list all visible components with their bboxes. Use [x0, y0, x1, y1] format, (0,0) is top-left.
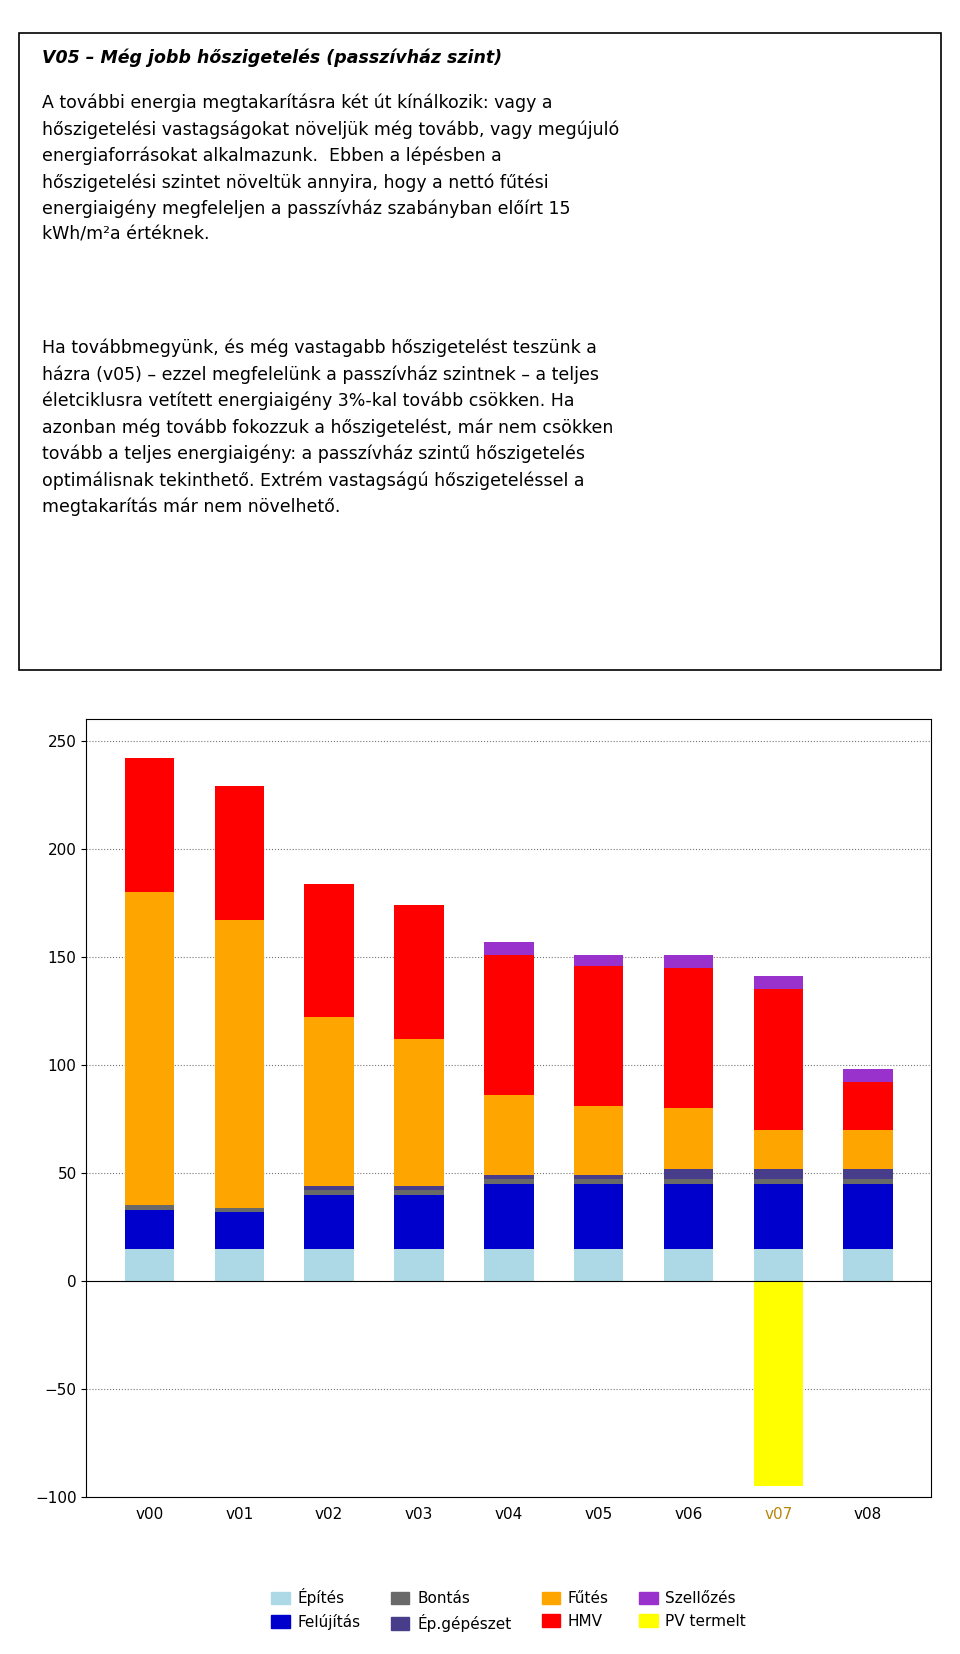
- Bar: [663, 968, 713, 1108]
- Bar: [484, 1184, 534, 1249]
- Bar: [484, 1174, 534, 1179]
- Bar: [663, 1249, 713, 1280]
- Bar: [574, 966, 623, 1107]
- Legend: Építés, Felújítás, Bontás, Ép.gépészet, Fűtés, HMV, Szellőzés, PV termelt: Építés, Felújítás, Bontás, Ép.gépészet, …: [265, 1583, 753, 1637]
- Bar: [844, 1169, 893, 1179]
- Bar: [484, 954, 534, 1095]
- Bar: [215, 1207, 264, 1212]
- Bar: [304, 1249, 354, 1280]
- Bar: [844, 1082, 893, 1130]
- Bar: [125, 1209, 174, 1249]
- Bar: [304, 1194, 354, 1249]
- Bar: [574, 1249, 623, 1280]
- Bar: [844, 1179, 893, 1184]
- Bar: [395, 1194, 444, 1249]
- Bar: [844, 1184, 893, 1249]
- Bar: [754, 1179, 803, 1184]
- Text: V05 – Még jobb hőszigetelés (passzívház szint): V05 – Még jobb hőszigetelés (passzívház …: [42, 50, 502, 68]
- Bar: [395, 1039, 444, 1186]
- Bar: [844, 1249, 893, 1280]
- Bar: [754, 989, 803, 1130]
- Bar: [844, 1070, 893, 1082]
- Bar: [754, 976, 803, 989]
- Bar: [215, 1249, 264, 1280]
- Bar: [574, 1174, 623, 1179]
- Bar: [304, 883, 354, 1017]
- Bar: [215, 786, 264, 920]
- Bar: [574, 1184, 623, 1249]
- Bar: [125, 1206, 174, 1209]
- Bar: [663, 954, 713, 968]
- Text: A további energia megtakarításra két út kínálkozik: vagy a
hőszigetelési vastags: A további energia megtakarításra két út …: [42, 94, 619, 243]
- Bar: [125, 892, 174, 1206]
- Bar: [304, 1186, 354, 1191]
- Bar: [663, 1108, 713, 1169]
- Text: Ha továbbmegyünk, és még vastagabb hőszigetelést teszünk a
házra (v05) – ezzel m: Ha továbbmegyünk, és még vastagabb hőszi…: [42, 339, 613, 516]
- Bar: [304, 1017, 354, 1186]
- Bar: [844, 1130, 893, 1169]
- Bar: [304, 1191, 354, 1194]
- Bar: [395, 1249, 444, 1280]
- Bar: [754, 1184, 803, 1249]
- Bar: [125, 1249, 174, 1280]
- Bar: [484, 1179, 534, 1184]
- Bar: [754, 1169, 803, 1179]
- Bar: [215, 920, 264, 1207]
- Bar: [395, 1186, 444, 1191]
- Bar: [574, 1107, 623, 1174]
- Bar: [484, 941, 534, 954]
- Bar: [215, 1212, 264, 1249]
- Bar: [574, 954, 623, 966]
- Bar: [663, 1184, 713, 1249]
- Bar: [663, 1179, 713, 1184]
- Bar: [395, 1191, 444, 1194]
- Bar: [754, 1280, 803, 1485]
- Bar: [754, 1130, 803, 1169]
- Bar: [754, 1249, 803, 1280]
- Bar: [484, 1249, 534, 1280]
- Bar: [484, 1095, 534, 1174]
- Bar: [574, 1179, 623, 1184]
- Bar: [663, 1169, 713, 1179]
- Bar: [395, 905, 444, 1039]
- Bar: [125, 759, 174, 892]
